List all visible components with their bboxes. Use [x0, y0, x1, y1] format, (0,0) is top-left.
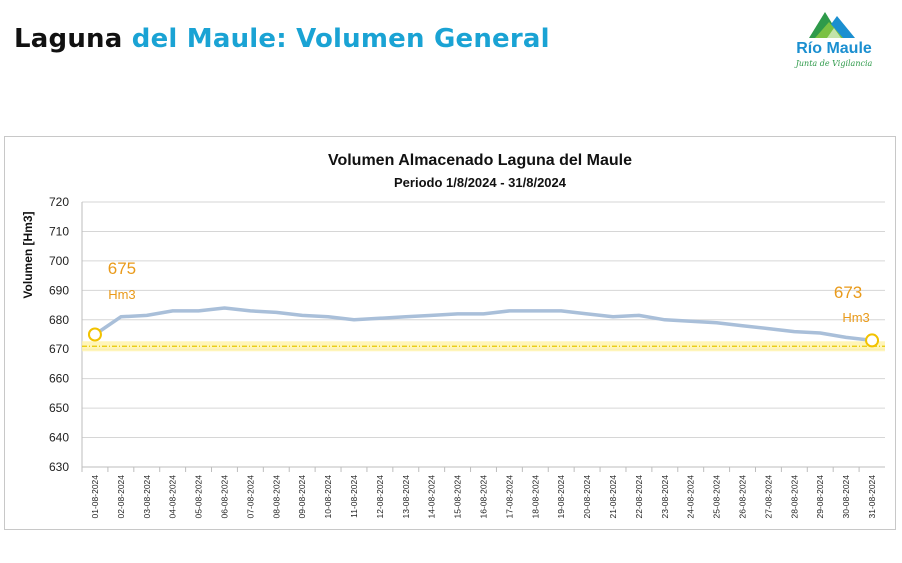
x-tick-label: 07-08-2024 — [245, 475, 255, 519]
rio-maule-logo: Río Maule Junta de Vigilancia — [782, 8, 888, 72]
x-tick-label: 14-08-2024 — [427, 475, 437, 519]
x-tick-label: 06-08-2024 — [219, 475, 229, 519]
x-tick-label: 11-08-2024 — [349, 475, 359, 518]
x-tick-label: 05-08-2024 — [194, 475, 204, 519]
x-tick-label: 03-08-2024 — [142, 475, 152, 519]
x-tick-label: 02-08-2024 — [116, 475, 126, 519]
endpoint-marker — [87, 327, 102, 342]
page-title-part1: Laguna — [14, 24, 123, 54]
x-tick-label: 09-08-2024 — [297, 475, 307, 519]
y-tick-label: 660 — [49, 372, 69, 386]
volume-line-chart: Volumen Almacenado Laguna del Maule Peri… — [21, 152, 885, 519]
x-tick-label: 10-08-2024 — [323, 475, 333, 519]
x-tick-label: 31-08-2024 — [867, 475, 877, 519]
x-tick-label: 15-08-2024 — [453, 475, 463, 519]
x-tick-label: 16-08-2024 — [479, 475, 489, 519]
y-tick-label: 710 — [49, 224, 69, 238]
y-tick-label: 670 — [49, 342, 69, 356]
endpoint-marker — [865, 333, 880, 348]
x-tick-label: 27-08-2024 — [763, 475, 773, 519]
x-tick-label: 17-08-2024 — [504, 475, 514, 519]
x-tick-label: 04-08-2024 — [168, 475, 178, 519]
page-title-part2: del Maule: Volumen General — [131, 24, 550, 54]
y-axis-label: Volumen [Hm3] — [21, 211, 35, 298]
mountain-logo-icon — [809, 12, 855, 38]
x-tick-label: 29-08-2024 — [815, 475, 825, 519]
annotation-unit: Hm3 — [108, 287, 135, 302]
chart-frame: Volumen Almacenado Laguna del Maule Peri… — [4, 136, 896, 530]
x-tick-label: 21-08-2024 — [608, 475, 618, 519]
x-tick-label: 25-08-2024 — [712, 475, 722, 519]
series-line — [93, 306, 874, 343]
x-tick-label: 28-08-2024 — [789, 475, 799, 519]
y-tick-label: 680 — [49, 313, 69, 327]
y-tick-label: 630 — [49, 460, 69, 474]
chart-subtitle: Periodo 1/8/2024 - 31/8/2024 — [394, 175, 567, 190]
x-tick-label: 01-08-2024 — [90, 475, 100, 519]
x-tick-label: 24-08-2024 — [686, 475, 696, 519]
x-tick-label: 13-08-2024 — [401, 475, 411, 519]
logo-subtitle: Junta de Vigilancia — [795, 59, 873, 68]
y-tick-label: 720 — [49, 195, 69, 209]
x-tick-label: 22-08-2024 — [634, 475, 644, 519]
annotation-unit: Hm3 — [842, 310, 869, 325]
x-tick-label: 12-08-2024 — [375, 475, 385, 519]
y-tick-label: 700 — [49, 254, 69, 268]
page-title: Laguna del Maule: Volumen General — [14, 24, 550, 54]
x-tick-label: 18-08-2024 — [530, 475, 540, 519]
chart-title: Volumen Almacenado Laguna del Maule — [328, 152, 632, 169]
x-tick-label: 23-08-2024 — [660, 475, 670, 519]
x-tick-label: 26-08-2024 — [738, 475, 748, 519]
x-tick-label: 19-08-2024 — [556, 475, 566, 519]
y-tick-label: 650 — [49, 401, 69, 415]
y-tick-label: 640 — [49, 431, 69, 445]
x-tick-label: 30-08-2024 — [841, 475, 851, 519]
annotation-value: 675 — [108, 259, 136, 278]
annotation-value: 673 — [834, 283, 862, 302]
logo-name: Río Maule — [796, 40, 872, 57]
y-tick-label: 690 — [49, 283, 69, 297]
x-tick-label: 20-08-2024 — [582, 475, 592, 519]
x-tick-label: 08-08-2024 — [271, 475, 281, 519]
